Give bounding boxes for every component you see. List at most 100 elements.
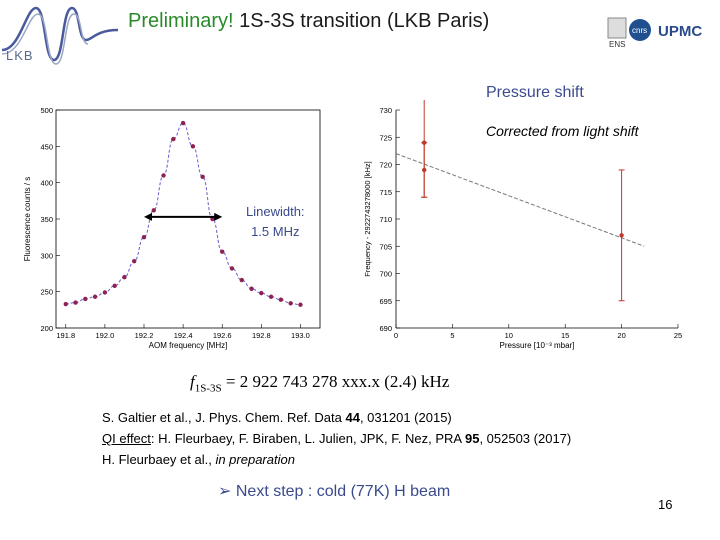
data-point xyxy=(249,286,254,291)
data-point xyxy=(132,258,137,264)
x-tick-label: 10 xyxy=(505,331,513,340)
x-tick-label: 192.8 xyxy=(252,331,271,340)
data-point xyxy=(422,167,427,173)
y-tick-label: 725 xyxy=(379,133,392,142)
frequency-result: f1S-3S = 2 922 743 278 xxx.x (2.4) kHz xyxy=(190,372,449,394)
y-tick-label: 200 xyxy=(40,324,53,333)
linewidth-arrow-right-head xyxy=(214,212,223,221)
x-tick-label: 192.4 xyxy=(174,331,193,340)
data-point xyxy=(161,173,166,178)
data-point xyxy=(259,290,264,296)
data-point xyxy=(239,277,244,283)
upmc-logo-text: UPMC xyxy=(658,23,702,40)
y-tick-label: 695 xyxy=(379,297,392,306)
pressure-shift-title: Pressure shift xyxy=(486,84,584,101)
next-step-text: Next step : cold (77K) H beam xyxy=(235,483,451,500)
data-point xyxy=(190,144,196,149)
arrow-bullet-icon: ➢ xyxy=(218,483,236,500)
ref2-topic: QI effect xyxy=(102,431,151,446)
cnrs-logo-text: cnrs xyxy=(632,26,647,35)
x-tick-label: 15 xyxy=(561,331,569,340)
linewidth-annotation: Linewidth: 1.5 MHz xyxy=(246,202,305,242)
next-step: ➢ Next step : cold (77K) H beam xyxy=(218,481,450,501)
data-point xyxy=(73,300,78,305)
y-tick-label: 700 xyxy=(379,270,392,279)
data-point xyxy=(619,233,624,238)
data-point xyxy=(122,274,127,280)
institution-logos: ENS cnrs UPMC xyxy=(607,17,702,49)
data-point xyxy=(112,283,117,289)
y-tick-label: 705 xyxy=(379,242,392,251)
result-value: = 2 922 743 278 xxx.x (2.4) kHz xyxy=(221,372,450,391)
ens-logo-text: ENS xyxy=(609,40,625,49)
data-point xyxy=(63,301,68,307)
ref2-pages: , 052503 (2017) xyxy=(479,431,572,446)
y-tick-label: 710 xyxy=(379,215,392,224)
lkb-label: LKB xyxy=(6,48,34,63)
linewidth-value: 1.5 MHz xyxy=(251,224,300,239)
y-tick-label: 400 xyxy=(40,179,53,188)
x-tick-label: 25 xyxy=(674,331,682,340)
y-axis-label: Fluorescence counts / s xyxy=(23,177,32,261)
y-tick-label: 690 xyxy=(379,324,392,333)
ens-logo: ENS xyxy=(607,17,627,49)
ref2-volume: 95 xyxy=(464,431,480,446)
x-tick-label: 192.6 xyxy=(213,331,232,340)
x-tick-label: 193.0 xyxy=(291,331,310,340)
ref3-text: H. Fleurbaey et al., xyxy=(102,452,216,467)
corrected-note: Corrected from light shift xyxy=(486,123,639,139)
x-tick-label: 20 xyxy=(617,331,625,340)
x-axis-label: Pressure [10⁻³ mbar] xyxy=(500,341,575,350)
y-tick-label: 715 xyxy=(379,188,392,197)
reference-1: S. Galtier et al., J. Phys. Chem. Ref. D… xyxy=(102,410,452,425)
y-tick-label: 500 xyxy=(40,106,53,115)
ref1-pages: , 031201 (2015) xyxy=(359,410,452,425)
result-symbol: f xyxy=(190,372,195,391)
y-tick-label: 300 xyxy=(40,251,53,260)
upmc-logo: UPMC xyxy=(658,23,702,40)
data-point xyxy=(210,216,215,222)
cnrs-logo: cnrs xyxy=(629,19,651,41)
lkb-logo xyxy=(1,6,119,65)
y-tick-label: 450 xyxy=(40,142,53,151)
x-tick-label: 192.0 xyxy=(95,331,114,340)
y-axis-label: Frequency - 2922743278000 [kHz] xyxy=(363,161,372,277)
y-tick-label: 250 xyxy=(40,288,53,297)
x-tick-label: 191.8 xyxy=(56,331,75,340)
pressure-shift-chart: 0 5 10 15 20 25 690 695 700 705 710 715 720 725 730 Pr… xyxy=(363,100,682,350)
result-subscript: 1S-3S xyxy=(194,382,222,395)
linewidth-arrow-left-head xyxy=(144,212,152,221)
data-point xyxy=(200,174,205,180)
x-axis-label: AOM frequency [MHz] xyxy=(149,341,228,350)
resonance-chart: 191.8 192.0 192.2 192.4 192.6 192.8 193.0 200 25… xyxy=(23,106,321,350)
data-point xyxy=(298,302,303,307)
data-point xyxy=(180,120,186,126)
data-point xyxy=(288,301,293,306)
slide-title: Preliminary! 1S-3S transition (LKB Paris… xyxy=(128,10,489,33)
data-point xyxy=(83,296,88,302)
data-point xyxy=(220,249,225,254)
data-point xyxy=(92,294,98,299)
data-point xyxy=(268,294,274,299)
ref3-status: in preparation xyxy=(215,452,295,467)
x-tick-label: 5 xyxy=(450,331,454,340)
data-point xyxy=(229,266,235,271)
page-number: 16 xyxy=(658,497,673,512)
linewidth-label: Linewidth: xyxy=(246,204,305,219)
pressure-fit-line xyxy=(395,153,645,247)
data-point xyxy=(278,297,284,302)
x-tick-label: 0 xyxy=(394,331,398,340)
title-preliminary: Preliminary! xyxy=(128,10,234,32)
data-point xyxy=(151,208,156,213)
y-tick-label: 730 xyxy=(379,106,392,115)
y-tick-label: 350 xyxy=(40,215,53,224)
title-main: 1S-3S transition (LKB Paris) xyxy=(233,10,490,32)
y-tick-label: 720 xyxy=(379,161,392,170)
ref2-text: : H. Fleurbaey, F. Biraben, L. Julien, J… xyxy=(150,431,465,446)
reference-2: QI effect: H. Fleurbaey, F. Biraben, L. … xyxy=(102,431,571,446)
ref1-text: S. Galtier et al., J. Phys. Chem. Ref. D… xyxy=(102,410,346,425)
data-point xyxy=(171,136,176,142)
data-point xyxy=(102,290,108,295)
ref1-volume: 44 xyxy=(345,410,360,425)
x-tick-label: 192.2 xyxy=(135,331,154,340)
